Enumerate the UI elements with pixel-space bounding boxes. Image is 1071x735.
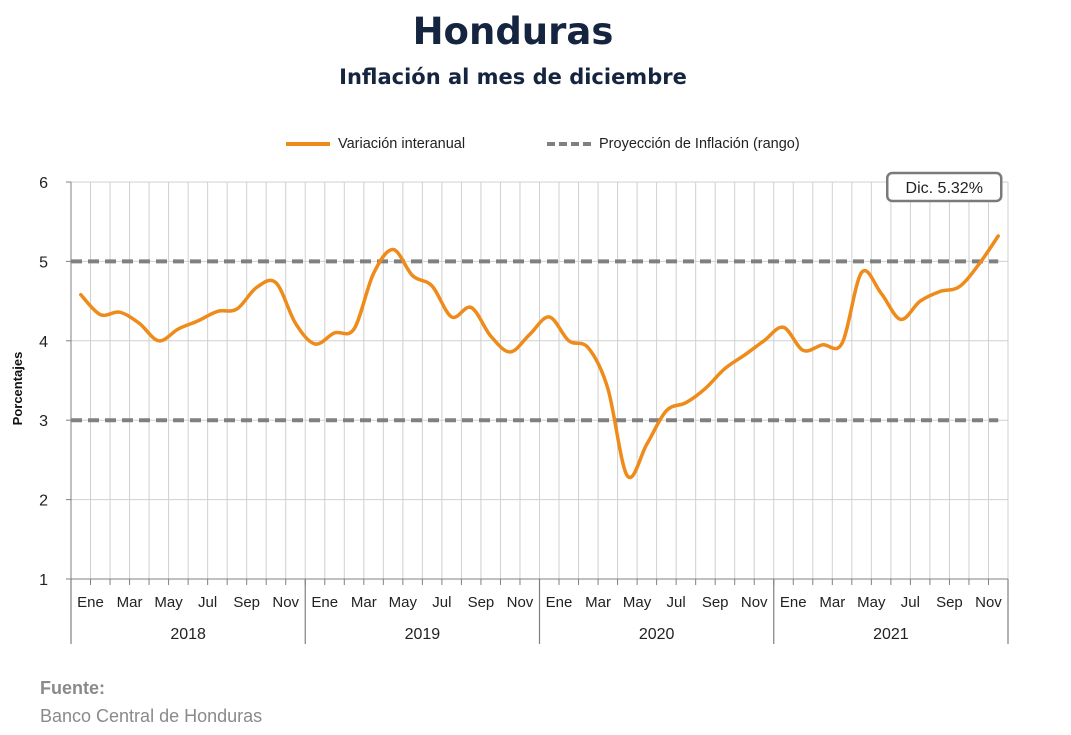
year-label: 2020 (639, 626, 675, 643)
x-tick-label: Nov (507, 594, 534, 611)
y-tick-label: 2 (39, 493, 48, 510)
annotation-box (885, 171, 1003, 203)
legend-label-variacion: Variación interanual (338, 136, 466, 152)
x-tick-label: May (857, 594, 886, 611)
x-tick-label: Nov (975, 594, 1002, 611)
y-axis-title: Porcentajes (10, 352, 25, 426)
x-tick-label: Mar (819, 594, 845, 611)
x-tick-label: May (389, 594, 418, 611)
x-tick-label: Ene (311, 594, 338, 611)
x-tick-label: Mar (585, 594, 611, 611)
source-text: Banco Central de Honduras (40, 706, 263, 726)
x-tick-label: Nov (741, 594, 768, 611)
y-tick-label: 5 (39, 254, 48, 271)
y-tick-label: 6 (39, 175, 48, 192)
x-tick-label: Jul (198, 594, 217, 611)
year-label: 2018 (170, 626, 206, 643)
chart-legend: Variación interanual Proyección de Infla… (0, 136, 1071, 156)
x-tick-label: Nov (272, 594, 299, 611)
y-tick-label: 1 (39, 572, 48, 589)
x-tick-label: Jul (667, 594, 686, 611)
x-tick-label: Ene (780, 594, 807, 611)
x-tick-label: Jul (432, 594, 451, 611)
annotation-label: Dic. 5.32% (906, 180, 983, 197)
legend-swatch-line (286, 142, 330, 146)
y-tick-label: 4 (39, 334, 48, 351)
source-label: Fuente: (40, 678, 105, 698)
legend-swatch-dashed (547, 142, 591, 146)
x-tick-label: Jul (901, 594, 920, 611)
x-tick-label: Ene (546, 594, 573, 611)
legend-item-variacion: Variación interanual (286, 136, 465, 152)
year-label: 2019 (405, 626, 441, 643)
x-tick-label: Mar (117, 594, 143, 611)
x-tick-label: Mar (351, 594, 377, 611)
chart-subtitle: Inflación al mes de diciembre (339, 65, 687, 89)
legend-item-proyeccion: Proyección de Inflación (rango) (547, 136, 800, 152)
series-line-variacion (79, 234, 1000, 480)
x-tick-label: Ene (77, 594, 104, 611)
x-tick-label: Sep (468, 594, 495, 611)
x-tick-label: Sep (233, 594, 260, 611)
x-tick-label: May (623, 594, 652, 611)
chart-title: Honduras (412, 10, 614, 53)
x-tick-label: May (154, 594, 183, 611)
legend-label-proyeccion: Proyección de Inflación (rango) (599, 136, 800, 152)
x-tick-label: Sep (702, 594, 729, 611)
year-label: 2021 (873, 626, 909, 643)
x-tick-label: Sep (936, 594, 963, 611)
y-tick-label: 3 (39, 413, 48, 430)
